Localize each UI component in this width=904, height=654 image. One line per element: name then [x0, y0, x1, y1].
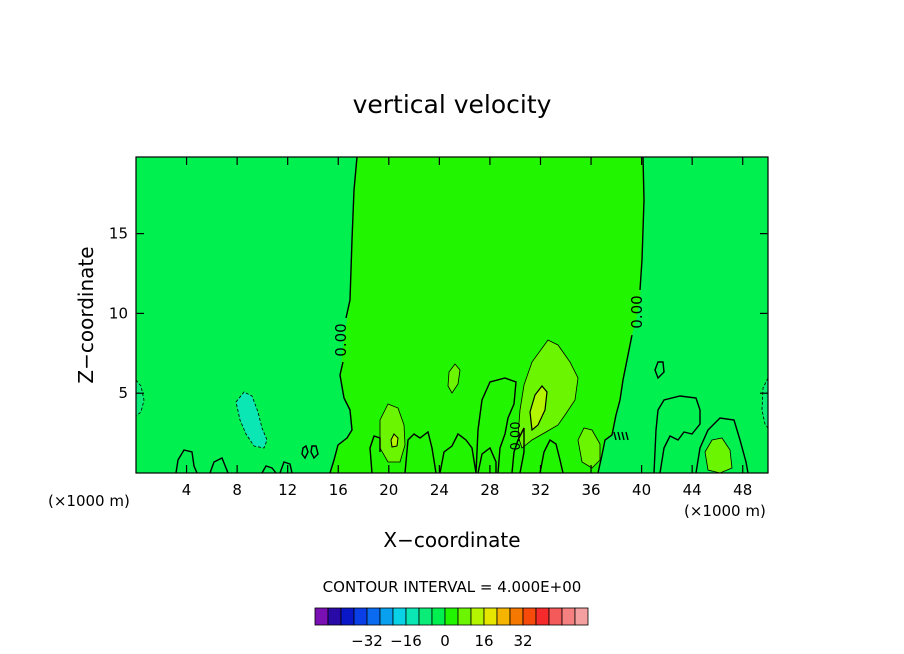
- colorbar-tick-label: −16: [390, 632, 422, 650]
- patch-light-green-35: [577, 427, 601, 469]
- zero-contour-wave-28: [475, 377, 517, 474]
- y-axis-label: Z−coordinate: [74, 246, 98, 383]
- zero-contour-right: [639, 156, 645, 291]
- colorbar-swatch: [574, 607, 589, 626]
- colorbar-swatch: [379, 607, 394, 626]
- x-tick-label: 40: [632, 481, 651, 499]
- y-tick-label: 5: [118, 384, 128, 402]
- zero-contour-bump-46: [695, 417, 749, 474]
- x-unit-right: (×1000 m): [684, 502, 766, 520]
- patch-yellow-green-20: [390, 433, 399, 448]
- chart-title: vertical velocity: [353, 90, 552, 119]
- plot-area: [135, 156, 769, 474]
- zero-contour-bump-34: [539, 438, 564, 474]
- colorbar-swatch: [418, 607, 433, 626]
- y-tick-labels: 5 10 15: [109, 225, 128, 403]
- x-tick-label: 36: [581, 481, 600, 499]
- patch-yellow-green-32: [529, 385, 548, 432]
- y-tick-marks: [136, 233, 768, 394]
- colorbar-swatch: [405, 607, 420, 626]
- zero-contour-small-28: [477, 446, 497, 474]
- colorbar: [314, 607, 589, 626]
- zero-contour-right-bumps: [653, 395, 701, 474]
- zero-contour-left-lower: [329, 361, 353, 474]
- colorbar-swatch: [509, 607, 524, 626]
- zero-contour-blob-42: [654, 361, 665, 380]
- contour-label-right: 0.00: [628, 295, 646, 328]
- x-tick-label: 8: [232, 481, 242, 499]
- colorbar-swatch: [444, 607, 459, 626]
- zero-contour-bump-22: [369, 430, 437, 474]
- x-tick-label: 20: [379, 481, 398, 499]
- colorbar-swatch: [366, 607, 381, 626]
- x-tick-label: 16: [329, 481, 348, 499]
- colorbar-tick-label: 32: [513, 632, 532, 650]
- zero-contour-dashes-39: [613, 431, 629, 441]
- zero-contour-bump-12: [261, 461, 293, 474]
- x-tick-label: 32: [531, 481, 550, 499]
- zero-contour-bump-8: [209, 457, 229, 474]
- y-tick-label: 15: [109, 225, 128, 243]
- y-tick-label: 10: [109, 304, 128, 322]
- colorbar-tick-label: 16: [474, 632, 493, 650]
- colorbar-tick-label: −32: [351, 632, 383, 650]
- x-tick-labels: 4 8 12 16 20 24 28 32 36 40 44 48: [182, 481, 752, 499]
- contour-label-30: 0.00: [509, 422, 524, 451]
- x-tick-label: 28: [480, 481, 499, 499]
- colorbar-swatch: [522, 607, 537, 626]
- plot-frame: [135, 156, 769, 474]
- zero-contour-right-lower: [597, 334, 633, 474]
- patch-light-green-20: [379, 403, 406, 463]
- colorbar-tick-label: 0: [440, 632, 450, 650]
- x-axis-label: X−coordinate: [383, 528, 520, 552]
- colorbar-swatch: [431, 607, 446, 626]
- colorbar-swatch: [496, 607, 511, 626]
- central-positive-region: [330, 157, 644, 473]
- colorbar-swatch: [353, 607, 368, 626]
- x-tick-marks: [185, 157, 744, 473]
- contour-label-left: 0.00: [332, 323, 350, 356]
- colorbar-swatch: [314, 607, 329, 626]
- colorbar-swatch: [340, 607, 355, 626]
- patch-cyan-green-9: [235, 391, 268, 449]
- zero-contour-bumps-left: [175, 449, 198, 474]
- zero-contour-30: [511, 427, 525, 474]
- colorbar-swatch: [470, 607, 485, 626]
- zero-contours: [175, 156, 749, 474]
- x-tick-label: 12: [278, 481, 297, 499]
- zero-contour-left: [345, 156, 358, 319]
- colorbar-swatch: [327, 607, 342, 626]
- zero-contour-blobs-14: [301, 444, 319, 460]
- colorbar-swatch: [392, 607, 407, 626]
- x-tick-label: 44: [683, 481, 702, 499]
- colorbar-swatch: [483, 607, 498, 626]
- colorbar-swatch: [457, 607, 472, 626]
- x-unit-left: (×1000 m): [48, 492, 130, 510]
- x-tick-label: 24: [430, 481, 449, 499]
- x-tick-label: 4: [182, 481, 192, 499]
- colorbar-swatch: [561, 607, 576, 626]
- x-tick-label: 48: [733, 481, 752, 499]
- patch-light-green-26: [447, 363, 461, 394]
- colorbar-swatch: [535, 607, 550, 626]
- zero-contour-wave-24: [439, 432, 477, 474]
- colorbar-swatch: [548, 607, 563, 626]
- contour-interval-label: CONTOUR INTERVAL = 4.000E+00: [323, 578, 582, 596]
- patch-light-green-45: [704, 437, 733, 474]
- colorbar-labels: −32 −16 0 16 32: [351, 632, 532, 650]
